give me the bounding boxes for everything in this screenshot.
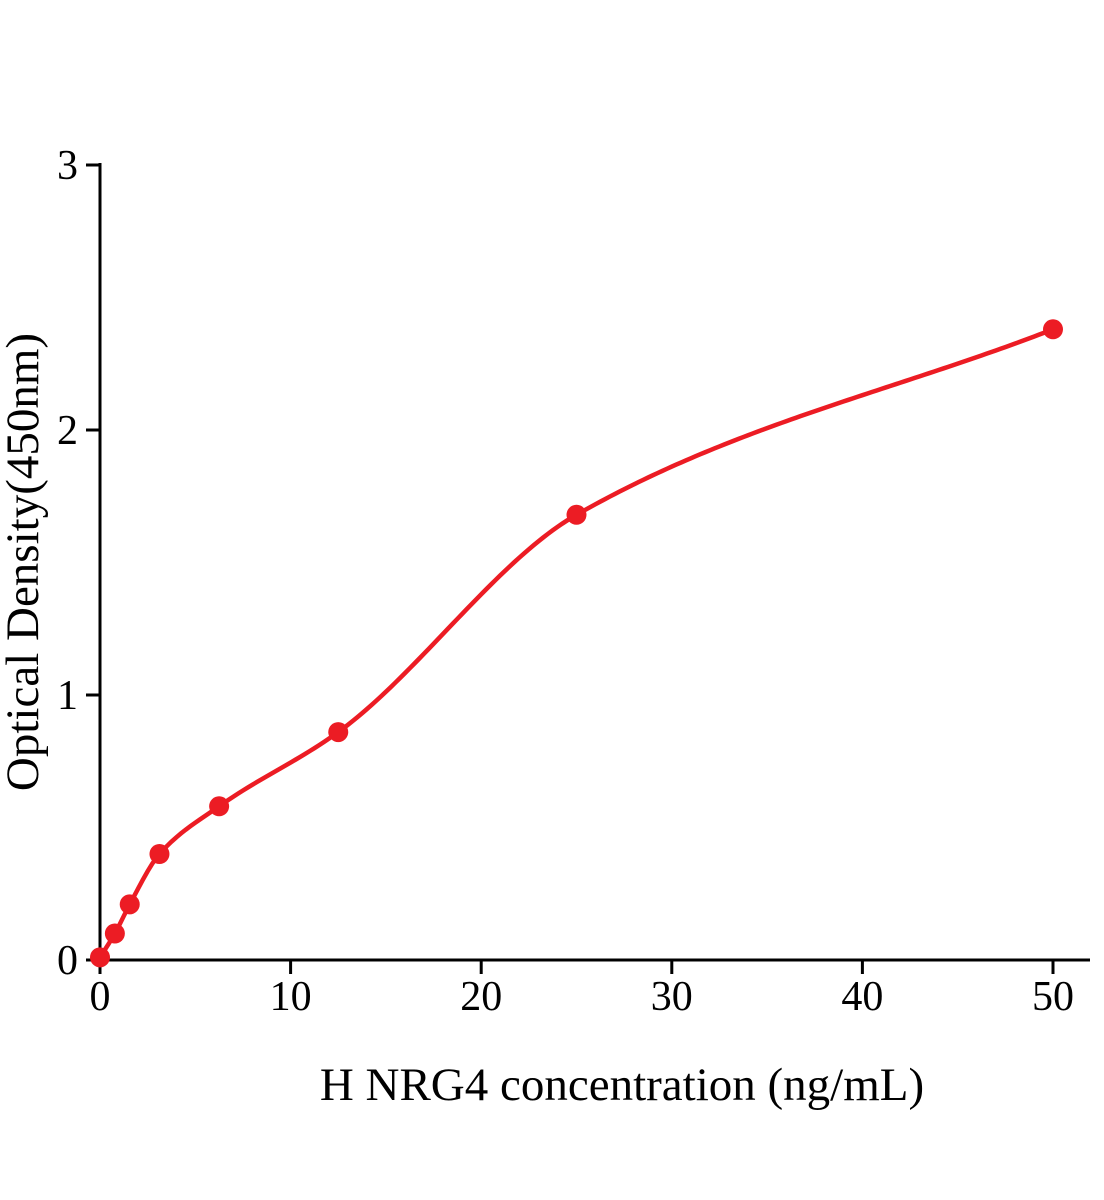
- data-point: [209, 796, 230, 817]
- y-tick-label: 0: [57, 938, 78, 984]
- y-tick-label: 1: [57, 673, 78, 719]
- x-tick-label: 30: [651, 974, 693, 1020]
- y-tick-label: 2: [57, 408, 78, 454]
- x-tick-label: 40: [841, 974, 883, 1020]
- x-tick-label: 20: [460, 974, 502, 1020]
- data-point: [104, 923, 125, 944]
- y-axis-title: Optical Density(450nm): [0, 333, 49, 791]
- x-tick-label: 0: [90, 974, 111, 1020]
- data-point: [119, 894, 140, 915]
- fit-curve: [97, 327, 1056, 960]
- data-point: [90, 947, 110, 968]
- data-point: [566, 504, 587, 525]
- axes: 0 10 20 30 40 50 0 1 2 3: [57, 143, 1090, 1020]
- x-axis-title: H NRG4 concentration (ng/mL): [320, 1059, 924, 1111]
- data-point: [328, 722, 349, 743]
- x-tick-label: 10: [270, 974, 312, 1020]
- y-tick-label: 3: [57, 143, 78, 189]
- data-point: [1043, 319, 1063, 340]
- data-point: [149, 844, 170, 864]
- standard-curve-line: [97, 327, 1056, 960]
- data-points: [90, 319, 1063, 968]
- x-tick-label: 50: [1032, 974, 1074, 1020]
